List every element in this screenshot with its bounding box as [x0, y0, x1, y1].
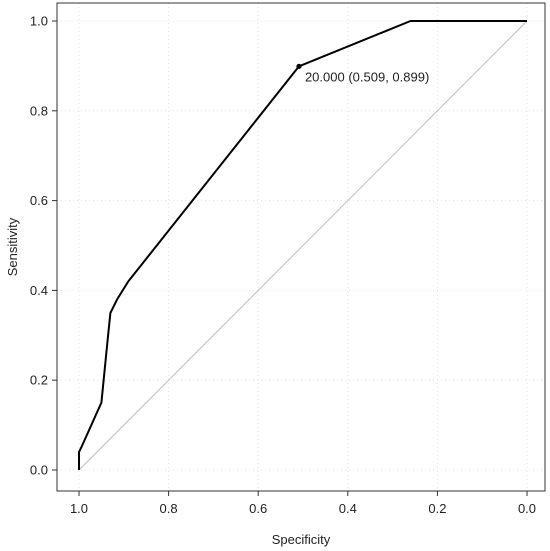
plot-frame: [56, 2, 546, 492]
y-tick-label: 0.6: [30, 193, 48, 208]
x-tick-label: 1.0: [70, 501, 88, 516]
x-tick-label: 0.2: [428, 501, 446, 516]
x-tick-label: 0.4: [339, 501, 357, 516]
x-axis: 1.0 0.8 0.6 0.4 0.2 0.0: [70, 491, 536, 516]
reference-diagonal-line: [78, 20, 528, 471]
grid: [57, 3, 545, 491]
y-tick-label: 0.0: [30, 463, 48, 478]
x-tick-label: 0.0: [518, 501, 536, 516]
threshold-annotation: 20.000 (0.509, 0.899): [305, 69, 429, 84]
y-tick-label: 0.8: [30, 103, 48, 118]
y-tick-label: 0.2: [30, 373, 48, 388]
x-tick-label: 0.8: [160, 501, 178, 516]
roc-curve-line: [78, 20, 527, 470]
y-axis: 0.0 0.2 0.4 0.6 0.8 1.0: [30, 14, 57, 478]
x-axis-title: Specificity: [272, 532, 331, 547]
y-tick-label: 1.0: [30, 14, 48, 29]
y-axis-title: Sensitivity: [5, 217, 20, 276]
x-tick-label: 0.6: [249, 501, 267, 516]
threshold-point: [296, 63, 302, 69]
y-tick-label: 0.4: [30, 283, 48, 298]
